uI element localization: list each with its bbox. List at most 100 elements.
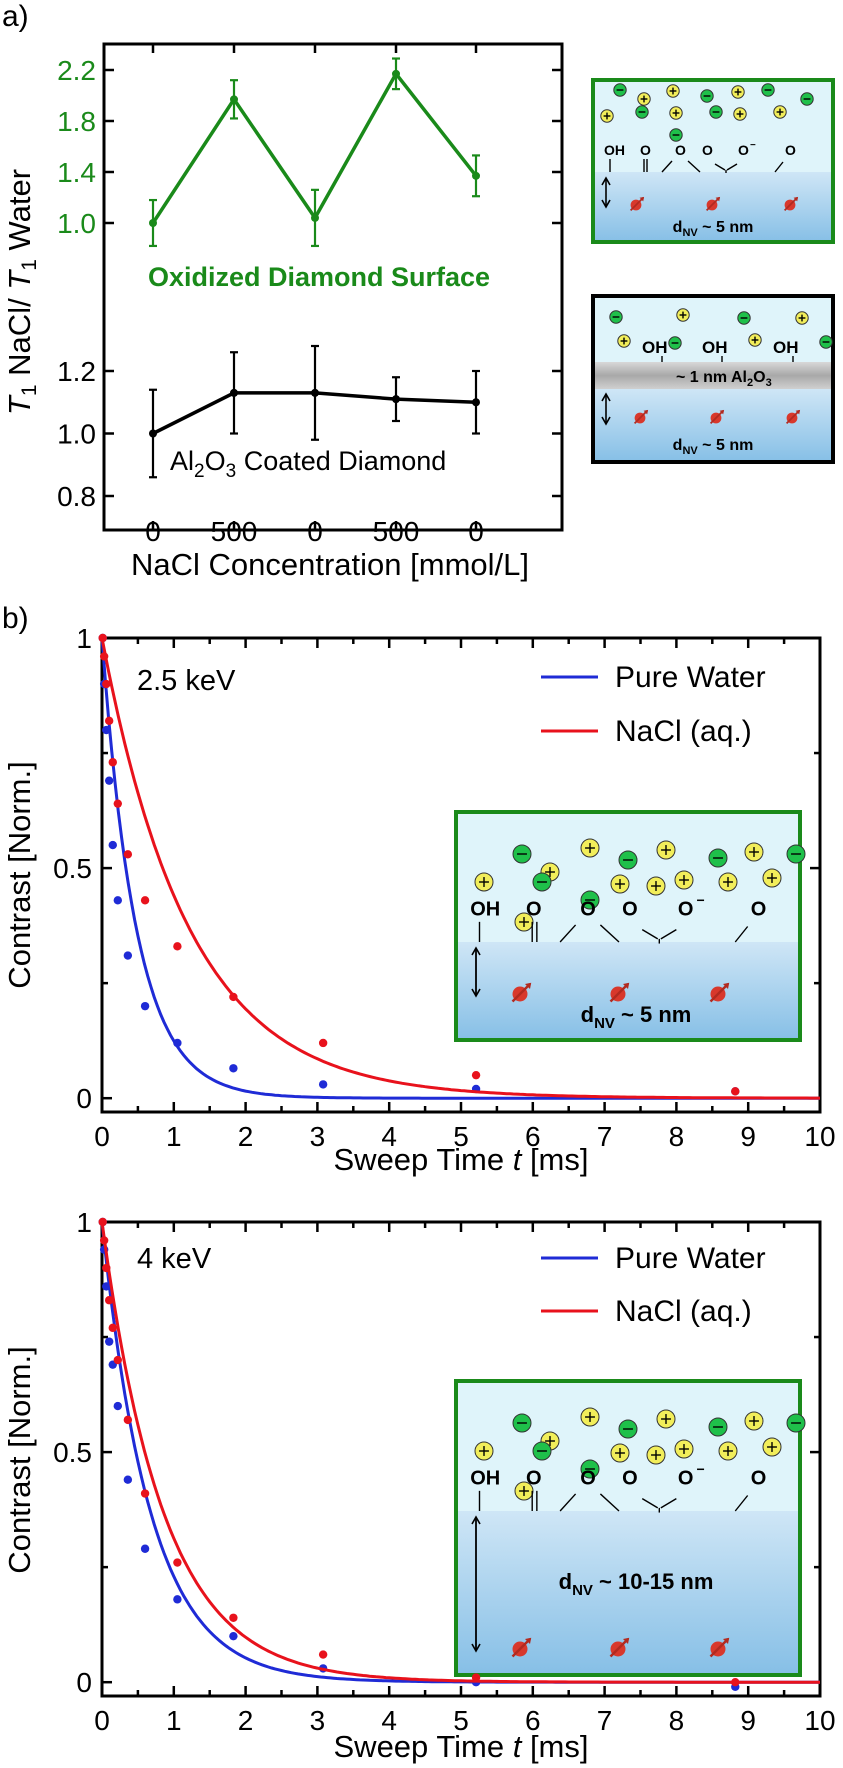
cation-icon (656, 1409, 676, 1429)
s2-layer-sub1: 2 (747, 377, 753, 389)
inset-depth-label: dNV ~ 10-15 nm (559, 1569, 714, 1599)
cation-icon (744, 1411, 764, 1431)
surface-atom-label: O (622, 899, 638, 921)
data-point (229, 1064, 238, 1073)
surface-atom-label: O (580, 899, 596, 921)
anion-icon (668, 336, 682, 350)
inset-d-value: ~ 10-15 nm (593, 1569, 713, 1594)
surface-atom-label: O (751, 1468, 767, 1490)
pb-xtick-label: 3 (310, 1121, 326, 1152)
data-point (108, 1323, 117, 1333)
inset-d: d (559, 1569, 572, 1594)
cation-icon (617, 334, 631, 348)
xl1-post: [ms] (521, 1142, 588, 1177)
cation-icon (514, 1481, 534, 1501)
nv-spin-icon (609, 1637, 630, 1658)
data-point (104, 1337, 114, 1346)
pa-data-point (392, 69, 400, 78)
anion-icon (709, 105, 723, 119)
arrow-head (471, 1643, 481, 1653)
schematic-2-layer-label: ~ 1 nm Al2O3 (676, 369, 772, 389)
cation-icon (731, 85, 745, 99)
surface-bond (734, 926, 749, 943)
pb-xtick-label: 2 (238, 1705, 254, 1736)
pb-xtick-label: 8 (669, 1705, 685, 1736)
data-point (102, 725, 111, 735)
ylabel-mid: NaCl/ (2, 290, 37, 385)
schematic-1-surface-groups: OH O O O O − O (604, 140, 796, 173)
pb-xtick-label: 3 (310, 1705, 326, 1736)
pa-data-point (472, 398, 480, 407)
surface-atom-label: O (580, 1468, 596, 1490)
inset-d-value: ~ 5 nm (615, 1002, 691, 1027)
minus-superscript: − (750, 140, 756, 151)
s2-oh-1: OH (642, 338, 668, 357)
nv-spin-icon (511, 982, 532, 1003)
surface-atom-label: O (526, 1468, 542, 1490)
schematic-2-ions (609, 308, 833, 350)
anion-icon (532, 1441, 552, 1461)
anion-icon (609, 310, 623, 324)
surface-atom-label: O (678, 1468, 694, 1490)
inset-frame (454, 1379, 802, 1677)
s2-layer-o: O (753, 369, 765, 386)
nv-spin-icon (633, 409, 649, 425)
surface-bond (599, 924, 620, 943)
anion-icon (669, 128, 683, 142)
pa-xtick-label: 0 (468, 516, 484, 547)
data-point (173, 942, 182, 951)
surface-atom-label: O (675, 142, 686, 158)
panel-a-ticks: 0 500 0 500 0 1.0 1.4 1.8 2.2 0.8 1.0 1.2 (57, 44, 562, 547)
pa-ytick-label-black: 0.8 (57, 481, 96, 512)
data-point (173, 1595, 182, 1604)
anion-icon (618, 850, 638, 870)
cation-icon (474, 1441, 494, 1461)
pb-xtick-label: 9 (740, 1705, 756, 1736)
s2-oh-2: OH (702, 338, 728, 357)
pb-xtick-label: 7 (597, 1705, 613, 1736)
pa-data-point (149, 429, 157, 438)
surface-bond (641, 928, 659, 940)
surface-bond (599, 1493, 620, 1512)
pb-xtick-label: 1 (166, 1705, 182, 1736)
data-point (113, 896, 122, 905)
data-point (140, 1544, 150, 1553)
anion-icon (580, 1459, 600, 1479)
fit-curve (100, 1221, 820, 1684)
surface-bond (661, 160, 673, 173)
arrow-head (601, 392, 611, 402)
pa-xtick-label: 500 (211, 516, 258, 547)
legend-2-nacl: NaCl (aq.) (615, 1295, 752, 1328)
cation-icon (637, 92, 651, 106)
xl2-post: [ms] (521, 1729, 588, 1764)
panel-b-label: b) (2, 602, 29, 635)
pb-xtick-label: 4 (381, 1705, 397, 1736)
nv-spin-icon (785, 409, 801, 425)
pb-ytick-label: 0.5 (53, 853, 92, 884)
surface-bond (714, 163, 726, 171)
data-point (731, 1677, 740, 1687)
minus-superscript: − (697, 1461, 705, 1477)
data-point (140, 1001, 150, 1011)
pa-data-point (311, 213, 319, 222)
cation-icon (718, 1441, 738, 1461)
cation-icon (762, 1437, 782, 1457)
data-point (99, 1236, 109, 1245)
anion-icon (708, 848, 728, 868)
inset-d: d (581, 1002, 594, 1027)
anion-icon (512, 844, 532, 864)
surface-atom-label: O (526, 899, 542, 921)
s2-layer-sub2: 3 (766, 377, 772, 389)
pb-xtick-label: 7 (597, 1121, 613, 1152)
data-point (113, 1355, 122, 1365)
legend-1-pure-water: Pure Water (615, 661, 766, 694)
schematic-1-depth-label: dNV ~ 5 nm (673, 219, 754, 239)
pb-xtick-label: 9 (740, 1121, 756, 1152)
ylabel-t1: T (2, 394, 37, 415)
minus-superscript: − (697, 892, 705, 908)
ylabel-sub1: 1 (18, 384, 41, 396)
nv-spin-icon (709, 982, 730, 1003)
alumina-label-rest: Coated Diamond (236, 446, 446, 476)
